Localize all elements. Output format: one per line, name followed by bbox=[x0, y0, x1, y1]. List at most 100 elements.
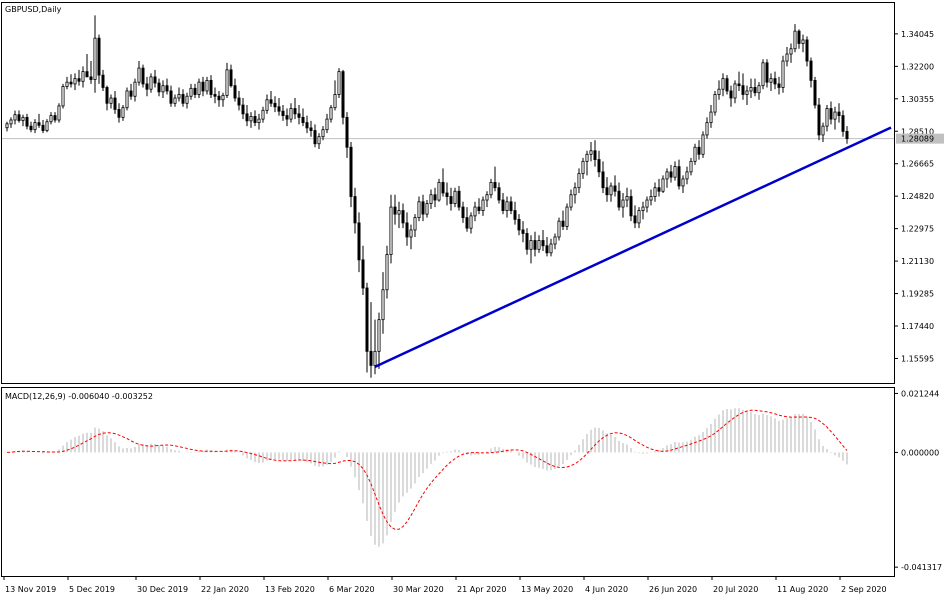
price-tick-label: 1.15595 bbox=[901, 354, 934, 363]
candle-body bbox=[457, 190, 461, 208]
candle-body bbox=[797, 30, 801, 44]
time-tick-label: 2 Sep 2020 bbox=[841, 585, 887, 594]
candle-body bbox=[345, 116, 349, 148]
candle-body bbox=[649, 196, 653, 201]
candle-body bbox=[209, 80, 213, 95]
candle-body bbox=[173, 97, 177, 104]
candle-body bbox=[341, 71, 345, 118]
candle-body bbox=[441, 182, 445, 194]
candle-body bbox=[625, 196, 629, 201]
macd-series bbox=[6, 408, 848, 547]
candle-body bbox=[673, 166, 677, 178]
candle-body bbox=[205, 80, 209, 92]
price-tick-label: 1.30355 bbox=[901, 95, 934, 104]
candle-body bbox=[429, 194, 433, 204]
candle-body bbox=[717, 88, 721, 95]
candle-body bbox=[517, 218, 521, 231]
candle-body bbox=[17, 114, 21, 121]
candle-body bbox=[197, 81, 201, 95]
candle-body bbox=[737, 83, 741, 87]
candle-body bbox=[509, 201, 513, 211]
time-tick-label: 20 Jul 2020 bbox=[713, 585, 758, 594]
candle-body bbox=[761, 62, 765, 87]
candle-body bbox=[617, 190, 621, 208]
candle-body bbox=[465, 217, 469, 229]
candle-body bbox=[257, 118, 261, 124]
trendline bbox=[374, 126, 892, 368]
axis-labels: 1.34045 1.32200 1.30355 1.28510 1.26665 1.248… bbox=[3, 30, 944, 594]
price-tick-label: 1.19285 bbox=[901, 290, 934, 299]
candle-body bbox=[557, 220, 561, 238]
candle-body bbox=[785, 53, 789, 62]
time-tick-label: 6 Mar 2020 bbox=[329, 585, 375, 594]
candle-body bbox=[269, 99, 273, 104]
candle-body bbox=[149, 76, 153, 90]
candle-body bbox=[417, 201, 421, 219]
candle-body bbox=[317, 136, 321, 145]
macd-tick-label: -0.041317 bbox=[901, 563, 942, 572]
candle-body bbox=[233, 85, 237, 99]
candle-body bbox=[161, 85, 165, 93]
candle-body bbox=[373, 350, 377, 366]
time-tick-label: 13 May 2020 bbox=[521, 585, 573, 594]
candle-body bbox=[837, 111, 841, 116]
candle-body bbox=[765, 62, 769, 83]
candle-body bbox=[657, 187, 661, 192]
candle-body bbox=[85, 71, 89, 78]
candle-body bbox=[377, 319, 381, 352]
price-tick-label: 1.34045 bbox=[901, 30, 934, 39]
candle-body bbox=[53, 115, 57, 121]
candle-body bbox=[389, 206, 393, 255]
price-series bbox=[2, 15, 894, 378]
candle-body bbox=[477, 206, 481, 211]
candle-body bbox=[353, 196, 357, 224]
trendline-layer[interactable] bbox=[374, 126, 892, 368]
candle-body bbox=[181, 94, 185, 104]
candle-body bbox=[701, 134, 705, 155]
candle-body bbox=[653, 187, 657, 197]
candle-body bbox=[841, 115, 845, 132]
candle-body bbox=[337, 71, 341, 95]
candle-body bbox=[665, 171, 669, 180]
candle-body bbox=[137, 67, 141, 83]
candle-body bbox=[381, 289, 385, 321]
candle-body bbox=[89, 76, 93, 80]
candle-body bbox=[449, 196, 453, 204]
candle-body bbox=[265, 99, 269, 111]
candle-body bbox=[365, 287, 369, 352]
candle-body bbox=[237, 97, 241, 106]
candle-body bbox=[121, 107, 125, 118]
candle-body bbox=[169, 90, 173, 104]
candle-body bbox=[93, 37, 97, 80]
price-tick-label: 1.24820 bbox=[901, 192, 934, 201]
candle-body bbox=[741, 85, 745, 95]
candle-body bbox=[825, 108, 829, 127]
time-tick-label: 13 Feb 2020 bbox=[265, 585, 315, 594]
candle-body bbox=[565, 206, 569, 227]
candle-body bbox=[805, 39, 809, 62]
candle-body bbox=[809, 60, 813, 81]
candle-body bbox=[201, 81, 205, 92]
candle-body bbox=[485, 194, 489, 201]
candle-body bbox=[689, 160, 693, 173]
candle-body bbox=[817, 104, 821, 136]
candle-body bbox=[37, 122, 41, 126]
candle-body bbox=[773, 78, 777, 85]
candle-body bbox=[549, 243, 553, 254]
candle-body bbox=[421, 201, 425, 215]
candle-body bbox=[357, 222, 361, 261]
candle-body bbox=[645, 199, 649, 208]
candle-body bbox=[305, 122, 309, 129]
candle-body bbox=[661, 178, 665, 192]
candle-body bbox=[385, 254, 389, 291]
candle-body bbox=[213, 94, 217, 97]
candle-body bbox=[125, 90, 129, 109]
candle-body bbox=[501, 199, 505, 211]
candle-body bbox=[589, 150, 593, 155]
candle-body bbox=[497, 187, 501, 201]
candle-body bbox=[177, 94, 181, 99]
candle-body bbox=[65, 81, 69, 87]
candle-body bbox=[229, 69, 233, 87]
candle-body bbox=[453, 190, 457, 204]
